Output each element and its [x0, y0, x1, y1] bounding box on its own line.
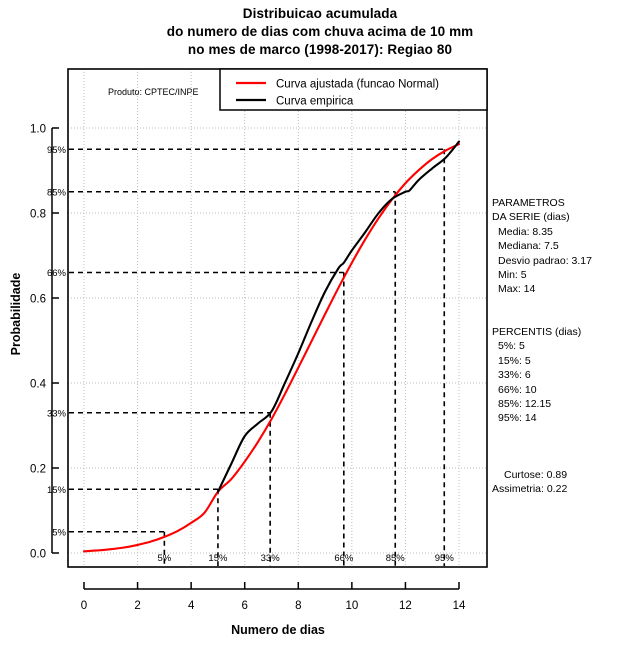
series-line-empirical: [216, 140, 461, 493]
parameters-header-line-2: DA SERIE (dias): [492, 211, 570, 224]
parameters-panel: PARAMETROS DA SERIE (dias) Media: 8.35 M…: [492, 196, 640, 297]
parameter-media: Media: 8.35: [498, 225, 553, 238]
percentile-y-label-15: 15%: [47, 485, 67, 496]
percentile-33: 33%: 6: [498, 369, 531, 382]
series-line-fitted: [82, 143, 461, 553]
x-tick-label: 10: [345, 600, 358, 612]
percentile-x-label-5: 5%: [157, 553, 171, 564]
percentile-y-label-85: 85%: [47, 187, 67, 198]
parameter-desvio-padrao: Desvio padrao: 3.17: [498, 254, 592, 267]
percentile-y-label-95: 95%: [47, 145, 67, 156]
percentile-x-label-85: 85%: [386, 553, 406, 564]
chart-title-line-2: do numero de dias com chuva acima de 10 …: [166, 24, 474, 39]
percentiles-header: PERCENTIS (dias): [492, 326, 582, 338]
percentile-x-label-15: 15%: [208, 553, 228, 564]
parameter-min: Min: 5: [498, 269, 527, 282]
legend-label-empirical: Curva empirica: [276, 96, 354, 108]
x-tick-label: 0: [81, 600, 87, 612]
produto-credit: Produto: CPTEC/INPE: [108, 87, 199, 97]
percentile-95: 95%: 14: [498, 412, 537, 425]
parameter-max: Max: 14: [498, 283, 536, 296]
x-tick-label: 6: [242, 600, 248, 612]
stat-assimetria: Assimetria: 0.22: [492, 483, 568, 496]
y-tick-label: 1.0: [30, 124, 46, 136]
chart-title-line-3: no mes de marco (1998-2017): Regiao 80: [187, 42, 453, 57]
y-tick-label: 0.6: [30, 294, 46, 306]
percentile-66: 66%: 10: [498, 383, 537, 396]
percentile-y-label-66: 66%: [47, 268, 67, 279]
y-tick-label: 0.4: [30, 379, 47, 391]
percentiles-panel: PERCENTIS (dias) 5%: 5 15%: 5 33%: 6 66%…: [492, 325, 640, 426]
x-axis-label: Numero de dias: [231, 623, 325, 637]
chart-title: Distribuicao acumulada do numero de dias…: [0, 0, 640, 59]
x-tick-label: 2: [134, 600, 140, 612]
percentile-85: 85%: 12.15: [498, 398, 552, 411]
stat-curtose: Curtose: 0.89: [504, 469, 568, 481]
percentile-x-label-95: 95%: [435, 553, 455, 564]
percentile-5: 5%: 5: [498, 340, 525, 353]
percentile-y-label-33: 33%: [47, 408, 67, 419]
chart-title-line-1: Distribuicao acumulada: [242, 6, 398, 21]
x-tick-label: 12: [399, 600, 412, 612]
parameters-header-line-1: PARAMETROS: [492, 197, 565, 209]
percentile-15: 15%: 5: [498, 354, 531, 367]
y-tick-label: 0.8: [30, 209, 46, 221]
extra-stats-panel: Curtose: 0.89 Assimetria: 0.22: [492, 468, 640, 497]
percentile-x-label-66: 66%: [334, 553, 354, 564]
plot-frame: [67, 68, 488, 568]
legend-label-fitted: Curva ajustada (funcao Normal): [276, 79, 439, 91]
y-tick-label: 0.2: [30, 464, 46, 476]
x-tick-label: 4: [188, 600, 195, 612]
y-tick-label: 0.0: [30, 549, 46, 561]
parameter-mediana: Mediana: 7.5: [498, 240, 559, 253]
percentile-x-label-33: 33%: [261, 553, 281, 564]
x-tick-label: 8: [295, 600, 301, 612]
percentile-y-label-5: 5%: [52, 527, 66, 538]
legend-box: [219, 68, 488, 111]
x-tick-label: 14: [453, 600, 466, 612]
